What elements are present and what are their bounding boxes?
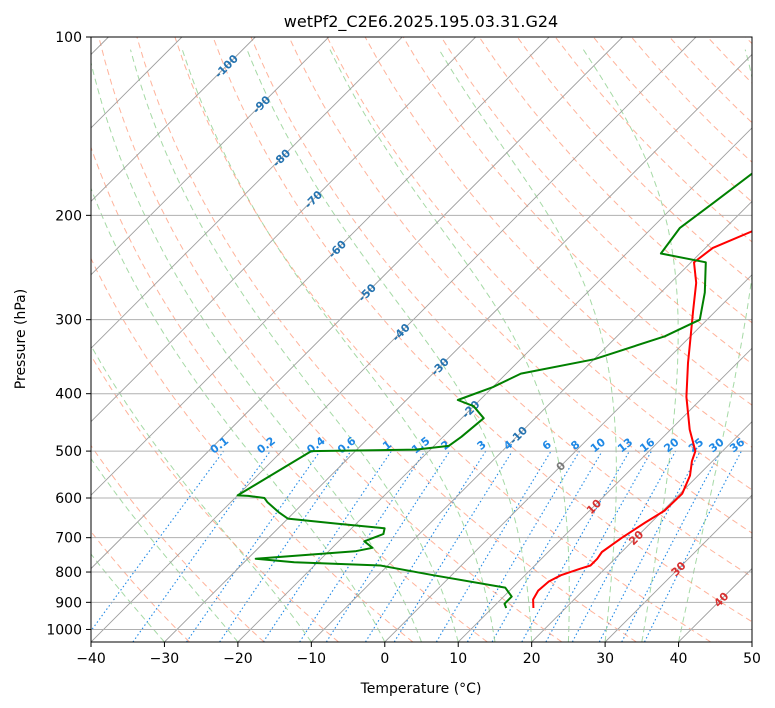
isotherms (91, 37, 752, 642)
isotherm-line (457, 347, 752, 642)
x-tick-label: 40 (670, 651, 688, 667)
mixing-ratio-line (545, 450, 652, 642)
isotherm-line (751, 641, 752, 642)
dry-adiabat (98, 37, 563, 642)
plot-frame (90, 36, 753, 643)
moist-adiabat (91, 187, 386, 642)
isotherm-line (604, 494, 752, 642)
isotherm-line (91, 37, 697, 642)
mixing-ratio-lines (91, 450, 742, 642)
mixing-ratio-line (186, 450, 321, 642)
dry-adiabat (402, 37, 752, 406)
x-tick-label: −10 (297, 651, 327, 667)
dry-adiabat (91, 257, 414, 642)
isotherm-line (384, 274, 752, 642)
mixing-ratio-line (365, 450, 487, 642)
mixing-ratio-line (325, 450, 451, 642)
x-tick-label: 20 (523, 651, 541, 667)
isotherm-line (531, 421, 752, 642)
y-axis-label: Pressure (hPa) (13, 289, 29, 389)
x-tick-label: −30 (150, 651, 180, 667)
x-tick-label: 10 (449, 651, 467, 667)
x-tick-label: −20 (223, 651, 253, 667)
mixing-ratio-line (521, 450, 630, 642)
isotherm-line (91, 37, 550, 496)
sounding-series (236, 172, 752, 609)
y-tick-label: 400 (55, 387, 82, 403)
moist-adiabat (130, 49, 459, 642)
mixing-ratio-line (91, 450, 225, 632)
plot-area (91, 37, 752, 642)
dewpoint-profile-line (236, 172, 752, 609)
dry-adiabat (91, 354, 339, 642)
x-tick-label: 50 (743, 651, 761, 667)
isotherm-line (164, 53, 752, 642)
moist-adiabat (678, 49, 752, 642)
isotherm-line (91, 37, 330, 276)
moist-adiabat (181, 49, 496, 642)
temperature-profile-line (532, 230, 752, 609)
y-tick-label: 1000 (46, 622, 82, 638)
y-tick-label: 700 (55, 531, 82, 547)
isotherm-line (91, 37, 623, 570)
dry-adiabat (91, 444, 265, 642)
dry-adiabat (212, 37, 752, 623)
x-axis-label: Temperature (°C) (360, 681, 482, 697)
y-tick-label: 800 (55, 565, 82, 581)
isotherm-line (237, 127, 752, 642)
y-tick-label: 600 (55, 491, 82, 507)
moist-adiabat (246, 49, 533, 642)
dry-adiabat (326, 37, 752, 491)
mixing-ratio-line (644, 450, 742, 642)
isotherm-line (311, 200, 752, 642)
y-tick-label: 500 (55, 444, 82, 460)
mixing-ratio-line (571, 450, 677, 642)
isotherm-line (91, 37, 256, 202)
mixing-ratio-line (262, 450, 392, 642)
moist-adiabat (329, 49, 570, 642)
moist-adiabat (91, 553, 165, 642)
moist-adiabat (91, 60, 422, 642)
mixing-ratio-line (219, 450, 352, 642)
dry-adiabat (136, 37, 637, 642)
mixing-ratio-line (132, 450, 271, 642)
isotherm-line (91, 37, 476, 423)
y-tick-label: 100 (55, 30, 82, 46)
x-tick-label: 30 (596, 651, 614, 667)
moist-adiabat (582, 49, 679, 642)
y-tick-label: 900 (55, 595, 82, 611)
isotherm-line (91, 37, 403, 349)
x-tick-label: −40 (76, 651, 106, 667)
x-axis: −40 −30 −20 −10 0 10 20 30 40 50 (76, 642, 761, 667)
dry-adiabat (174, 37, 712, 642)
mixing-ratio-line (393, 450, 513, 642)
y-tick-label: 200 (55, 208, 82, 224)
moist-adiabat (438, 49, 617, 642)
dry-adiabat (250, 37, 752, 578)
x-tick-label: 0 (380, 651, 389, 667)
y-tick-label: 300 (55, 313, 82, 329)
moist-adiabat (91, 457, 239, 642)
dry-adiabat (364, 37, 752, 448)
chart-title: wetPf2_C2E6.2025.195.03.31.G24 (284, 12, 558, 32)
y-axis: 100 200 300 400 500 600 700 800 900 1000 (46, 30, 91, 638)
